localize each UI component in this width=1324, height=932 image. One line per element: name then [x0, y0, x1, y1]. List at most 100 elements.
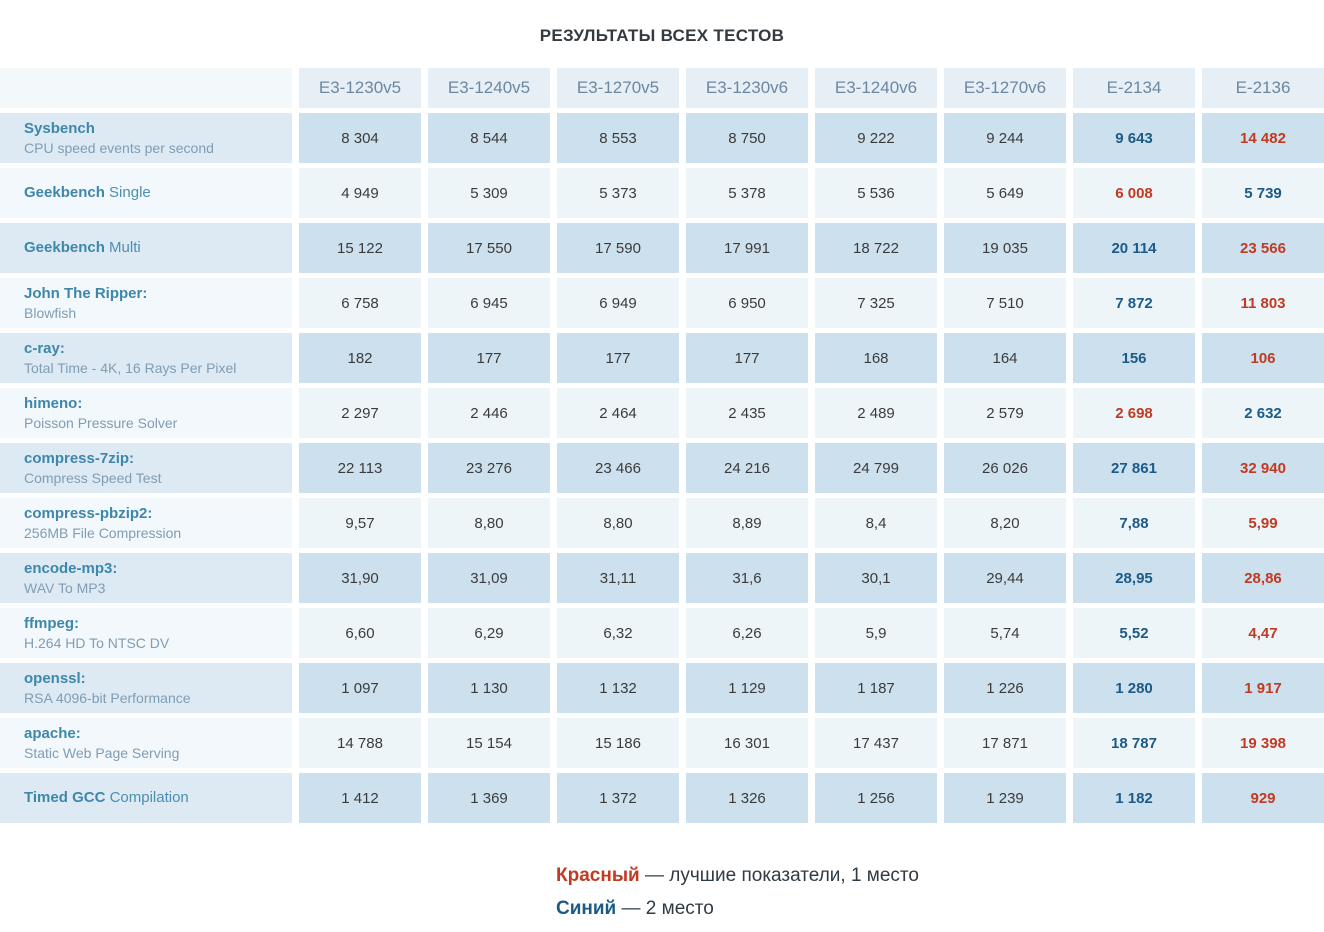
value-cell: 8 304 — [299, 113, 421, 163]
value-cell: 14 482 — [1202, 113, 1324, 163]
value-cell: 9 222 — [815, 113, 937, 163]
value-cell: 8,89 — [686, 498, 808, 548]
row-name: Sysbench — [24, 119, 95, 137]
row-subtitle: WAV To MP3 — [24, 580, 106, 597]
row-name-line: Geekbench Single — [24, 183, 151, 204]
value-cell: 20 114 — [1073, 223, 1195, 273]
value-cell: 17 550 — [428, 223, 550, 273]
value-cell: 17 437 — [815, 718, 937, 768]
column-header-e-2136: E-2136 — [1202, 68, 1324, 108]
value-cell: 2 435 — [686, 388, 808, 438]
value-cell: 4 949 — [299, 168, 421, 218]
value-cell: 19 035 — [944, 223, 1066, 273]
value-cell: 1 239 — [944, 773, 1066, 823]
column-header-e3-1240v5: E3-1240v5 — [428, 68, 550, 108]
value-cell: 106 — [1202, 333, 1324, 383]
value-cell: 2 579 — [944, 388, 1066, 438]
legend-line-blue: Синий — 2 место — [556, 892, 1324, 925]
value-cell: 1 226 — [944, 663, 1066, 713]
row-label-geekbench: Geekbench Single — [0, 168, 292, 218]
row-subtitle: H.264 HD To NTSC DV — [24, 635, 170, 652]
value-cell: 27 861 — [1073, 443, 1195, 493]
column-header-e3-1240v6: E3-1240v6 — [815, 68, 937, 108]
value-cell: 5,99 — [1202, 498, 1324, 548]
value-cell: 17 991 — [686, 223, 808, 273]
value-cell: 177 — [686, 333, 808, 383]
value-cell: 1 130 — [428, 663, 550, 713]
value-cell: 15 186 — [557, 718, 679, 768]
row-name: openssl: — [24, 669, 86, 687]
value-cell: 5,74 — [944, 608, 1066, 658]
row-label-encode-mp3: encode-mp3: WAV To MP3 — [0, 553, 292, 603]
value-cell: 6 758 — [299, 278, 421, 328]
row-subtitle: CPU speed events per second — [24, 140, 214, 157]
row-label-john-the-ripper: John The Ripper: Blowfish — [0, 278, 292, 328]
value-cell: 2 464 — [557, 388, 679, 438]
value-cell: 6 949 — [557, 278, 679, 328]
value-cell: 1 129 — [686, 663, 808, 713]
value-cell: 168 — [815, 333, 937, 383]
value-cell: 177 — [557, 333, 679, 383]
value-cell: 1 280 — [1073, 663, 1195, 713]
column-header-e3-1270v5: E3-1270v5 — [557, 68, 679, 108]
value-cell: 5 536 — [815, 168, 937, 218]
value-cell: 31,6 — [686, 553, 808, 603]
value-cell: 7,88 — [1073, 498, 1195, 548]
value-cell: 7 325 — [815, 278, 937, 328]
value-cell: 6 950 — [686, 278, 808, 328]
value-cell: 5 378 — [686, 168, 808, 218]
value-cell: 6,60 — [299, 608, 421, 658]
legend-blue-term: Синий — [556, 898, 617, 920]
value-cell: 15 154 — [428, 718, 550, 768]
row-name-line: apache: — [24, 724, 81, 745]
value-cell: 16 301 — [686, 718, 808, 768]
row-label-himeno: himeno: Poisson Pressure Solver — [0, 388, 292, 438]
value-cell: 18 787 — [1073, 718, 1195, 768]
row-subtitle: Total Time - 4K, 16 Rays Per Pixel — [24, 360, 237, 377]
value-cell: 1 256 — [815, 773, 937, 823]
row-name: Timed GCC — [24, 788, 106, 806]
value-cell: 6,29 — [428, 608, 550, 658]
row-name: encode-mp3: — [24, 559, 118, 577]
row-label-compress-pbzip2: compress-pbzip2: 256MB File Compression — [0, 498, 292, 548]
row-name: Geekbench — [24, 238, 105, 256]
row-name: apache: — [24, 724, 81, 742]
row-name-line: encode-mp3: — [24, 559, 117, 580]
row-name-line: Timed GCC Compilation — [24, 788, 189, 809]
row-subtitle: RSA 4096-bit Performance — [24, 690, 191, 707]
value-cell: 31,11 — [557, 553, 679, 603]
row-name: compress-7zip: — [24, 449, 135, 467]
value-cell: 4,47 — [1202, 608, 1324, 658]
value-cell: 8 750 — [686, 113, 808, 163]
value-cell: 7 872 — [1073, 278, 1195, 328]
legend-blue-desc: — 2 место — [616, 898, 714, 920]
value-cell: 9 643 — [1073, 113, 1195, 163]
value-cell: 8,4 — [815, 498, 937, 548]
row-subtitle: 256MB File Compression — [24, 525, 182, 542]
row-name-line: himeno: — [24, 394, 82, 415]
value-cell: 5,9 — [815, 608, 937, 658]
page-title: РЕЗУЛЬТАТЫ ВСЕХ ТЕСТОВ — [539, 26, 785, 45]
column-header-e3-1270v6: E3-1270v6 — [944, 68, 1066, 108]
value-cell: 5,52 — [1073, 608, 1195, 658]
value-cell: 1 412 — [299, 773, 421, 823]
value-cell: 24 216 — [686, 443, 808, 493]
value-cell: 2 446 — [428, 388, 550, 438]
value-cell: 6 945 — [428, 278, 550, 328]
value-cell: 2 297 — [299, 388, 421, 438]
row-subtitle: Blowfish — [24, 305, 77, 322]
value-cell: 18 722 — [815, 223, 937, 273]
row-name-line: ffmpeg: — [24, 614, 79, 635]
value-cell: 164 — [944, 333, 1066, 383]
legend-line-red: Красный — лучшие показатели, 1 место — [556, 859, 1324, 892]
value-cell: 182 — [299, 333, 421, 383]
row-name: compress-pbzip2: — [24, 504, 153, 522]
results-table: E3-1230v5 E3-1240v5 E3-1270v5 E3-1230v6 E3-1… — [0, 68, 1324, 823]
row-name-line: Geekbench Multi — [24, 238, 141, 259]
value-cell: 30,1 — [815, 553, 937, 603]
table-corner — [0, 68, 292, 108]
value-cell: 7 510 — [944, 278, 1066, 328]
value-cell: 1 326 — [686, 773, 808, 823]
legend-red-term: Красный — [556, 865, 640, 886]
value-cell: 929 — [1202, 773, 1324, 823]
